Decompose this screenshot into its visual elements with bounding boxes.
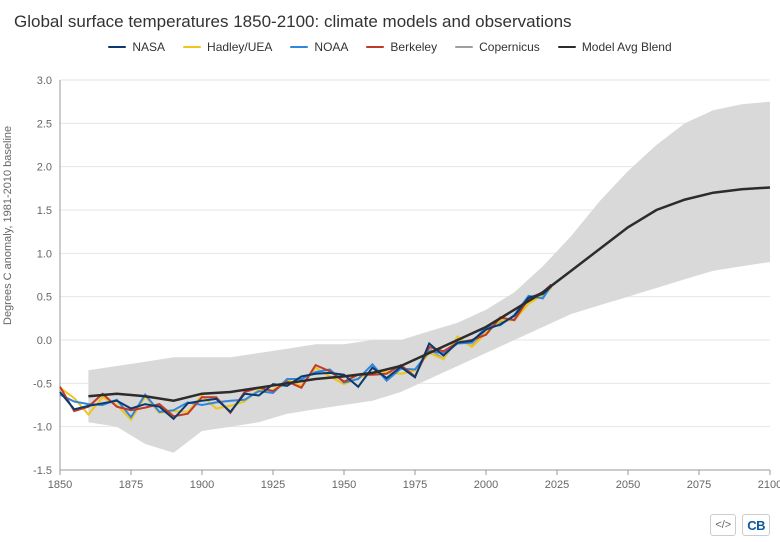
brand-logo: CB bbox=[742, 514, 770, 536]
legend-item-hadley: Hadley/UEA bbox=[183, 40, 272, 54]
svg-text:-0.5: -0.5 bbox=[33, 378, 52, 390]
svg-text:1900: 1900 bbox=[190, 479, 214, 491]
svg-text:3.0: 3.0 bbox=[37, 75, 52, 87]
svg-text:1.5: 1.5 bbox=[37, 205, 52, 217]
legend-item-model: Model Avg Blend bbox=[558, 40, 672, 54]
chart-title: Global surface temperatures 1850-2100: c… bbox=[0, 0, 780, 32]
svg-text:2.0: 2.0 bbox=[37, 162, 52, 174]
footer-icons: </> CB bbox=[710, 514, 770, 536]
chart-svg: -1.5 -1.0 -0.5 0.0 0.5 1.0 1.5 2.0 2.5 3.0 1850 187… bbox=[0, 70, 780, 510]
svg-text:2.5: 2.5 bbox=[37, 118, 52, 130]
svg-text:2025: 2025 bbox=[545, 479, 569, 491]
svg-text:1850: 1850 bbox=[48, 479, 72, 491]
svg-text:1975: 1975 bbox=[403, 479, 427, 491]
svg-text:2000: 2000 bbox=[474, 479, 498, 491]
svg-text:1925: 1925 bbox=[261, 479, 285, 491]
legend-item-copernicus: Copernicus bbox=[455, 40, 540, 54]
legend-item-nasa: NASA bbox=[108, 40, 165, 54]
svg-text:2050: 2050 bbox=[616, 479, 640, 491]
svg-text:1950: 1950 bbox=[332, 479, 356, 491]
svg-text:1875: 1875 bbox=[119, 479, 143, 491]
svg-text:0.5: 0.5 bbox=[37, 292, 52, 304]
uncertainty-band bbox=[88, 102, 770, 453]
svg-text:-1.5: -1.5 bbox=[33, 465, 52, 477]
svg-text:2100: 2100 bbox=[758, 479, 780, 491]
legend: NASA Hadley/UEA NOAA Berkeley Copernicus Mode… bbox=[0, 40, 780, 54]
svg-text:0.0: 0.0 bbox=[37, 335, 52, 347]
embed-icon[interactable]: </> bbox=[710, 514, 736, 536]
svg-text:2075: 2075 bbox=[687, 479, 711, 491]
legend-item-noaa: NOAA bbox=[290, 40, 348, 54]
svg-text:1.0: 1.0 bbox=[37, 248, 52, 260]
legend-item-berkeley: Berkeley bbox=[366, 40, 437, 54]
svg-text:-1.0: -1.0 bbox=[33, 422, 52, 434]
